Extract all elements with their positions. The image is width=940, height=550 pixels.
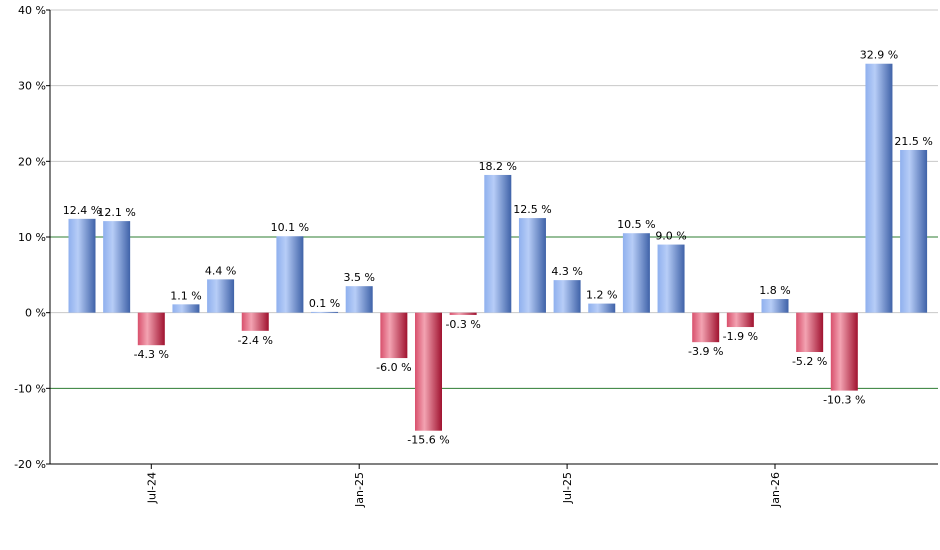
positive-bar [622, 233, 650, 313]
positive-bar [900, 149, 928, 313]
bar-value-label: 0.1 % [309, 297, 340, 310]
bar-value-label: -10.3 % [823, 394, 865, 407]
bars [68, 63, 928, 431]
positive-bar [172, 304, 200, 313]
bar-value-label: -15.6 % [407, 434, 449, 447]
bar-value-label: 32.9 % [860, 49, 898, 62]
positive-bar [345, 286, 373, 313]
bar-value-label: 4.4 % [205, 264, 236, 277]
bar-value-label: 12.1 % [97, 206, 135, 219]
x-tick-label: Jan-26 [769, 472, 782, 508]
positive-bar [657, 244, 685, 313]
negative-bar [415, 312, 442, 431]
bar-value-label: 12.4 % [63, 204, 101, 217]
bar-value-label: 4.3 % [551, 265, 582, 278]
x-tick-label: Jan-25 [353, 472, 366, 508]
bar-value-label: -3.9 % [688, 345, 723, 358]
bar-value-label: -5.2 % [792, 355, 827, 368]
positive-bar [553, 280, 581, 313]
bar-value-label: 1.8 % [759, 284, 790, 297]
bar-value-label: 10.1 % [271, 221, 309, 234]
bar-value-label: -2.4 % [238, 334, 273, 347]
bar-value-label: 1.2 % [586, 289, 617, 302]
bar-value-label: 3.5 % [343, 271, 374, 284]
x-tick-label: Jul-24 [145, 472, 158, 504]
bar-value-label: 12.5 % [513, 203, 551, 216]
positive-bar [761, 299, 789, 313]
bar-value-label: 18.2 % [479, 160, 517, 173]
x-tick-label: Jul-25 [561, 472, 574, 504]
positive-bar [865, 63, 893, 313]
positive-bar [518, 218, 546, 313]
negative-bar [380, 312, 408, 359]
bar-value-label: 9.0 % [655, 230, 686, 243]
y-tick-label: -20 % [14, 458, 46, 471]
bar-value-label: -0.3 % [445, 318, 480, 331]
y-tick-label: 10 % [18, 231, 46, 244]
y-tick-label: 30 % [18, 80, 46, 93]
negative-bar [830, 312, 858, 391]
y-tick-label: 20 % [18, 155, 46, 168]
positive-bar [103, 221, 131, 313]
bar-value-label: 10.5 % [617, 218, 655, 231]
bar-value-label: -6.0 % [376, 361, 411, 374]
bar-value-label: -1.9 % [723, 330, 758, 343]
positive-bar [588, 303, 616, 313]
positive-bar [276, 236, 304, 313]
bar-value-label: -4.3 % [134, 348, 169, 361]
y-tick-label: 40 % [18, 4, 46, 17]
negative-bar [449, 312, 477, 315]
negative-bar [137, 312, 165, 346]
positive-bar [68, 218, 96, 313]
positive-bar [207, 279, 235, 313]
labels: 12.4 %12.1 % -4.3 % 1.1 % 4.4 % -2.4 % 10.1 %… [14, 4, 933, 508]
bar-value-label: 1.1 % [170, 289, 201, 302]
y-tick-label: -10 % [14, 382, 46, 395]
positive-bar [311, 311, 339, 313]
negative-bar [241, 312, 269, 331]
axes [46, 9, 938, 469]
positive-bar [484, 174, 512, 313]
bar-value-label: 21.5 % [894, 135, 932, 148]
y-tick-label: 0 % [25, 307, 46, 320]
negative-bar [692, 312, 720, 343]
negative-bar [796, 312, 824, 353]
negative-bar [726, 312, 754, 328]
